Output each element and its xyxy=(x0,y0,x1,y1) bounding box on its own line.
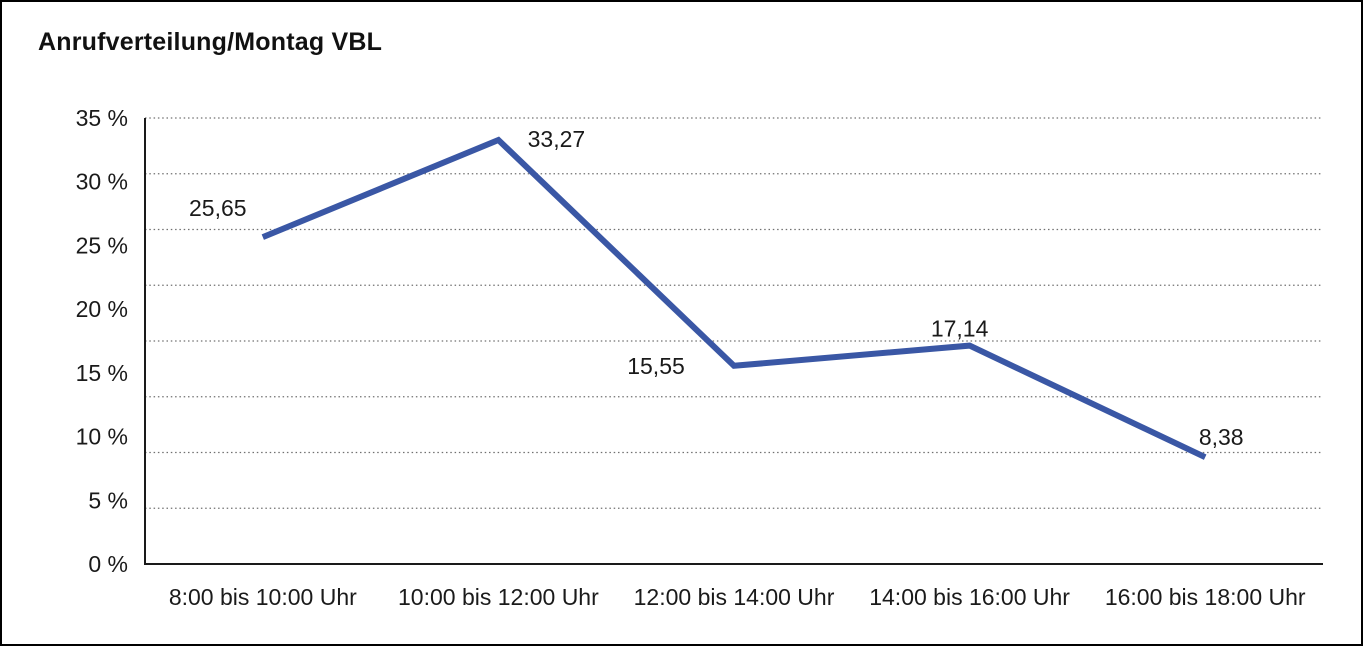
y-axis-label: 20 % xyxy=(76,296,128,322)
data-point-label: 17,14 xyxy=(931,316,989,342)
y-axis-label: 10 % xyxy=(76,424,128,450)
y-axis-label: 15 % xyxy=(76,360,128,386)
x-axis-label: 12:00 bis 14:00 Uhr xyxy=(634,584,835,610)
y-axis-label: 35 % xyxy=(76,105,128,131)
y-axis-label: 0 % xyxy=(88,551,128,577)
y-axis-label: 5 % xyxy=(88,487,128,513)
y-axis-label: 30 % xyxy=(76,169,128,195)
x-axis-label: 8:00 bis 10:00 Uhr xyxy=(169,584,357,610)
x-axis-label: 16:00 bis 18:00 Uhr xyxy=(1105,584,1306,610)
data-point-label: 33,27 xyxy=(528,126,586,152)
chart-title: Anrufverteilung/Montag VBL xyxy=(38,28,383,56)
data-point-label: 25,65 xyxy=(189,195,247,221)
series-line xyxy=(261,136,1207,460)
data-point-label: 8,38 xyxy=(1199,424,1244,450)
x-axis-label: 10:00 bis 12:00 Uhr xyxy=(398,584,599,610)
x-axis-label: 14:00 bis 16:00 Uhr xyxy=(869,584,1070,610)
y-axis-label: 25 % xyxy=(76,232,128,258)
data-point-label: 15,55 xyxy=(627,353,685,379)
